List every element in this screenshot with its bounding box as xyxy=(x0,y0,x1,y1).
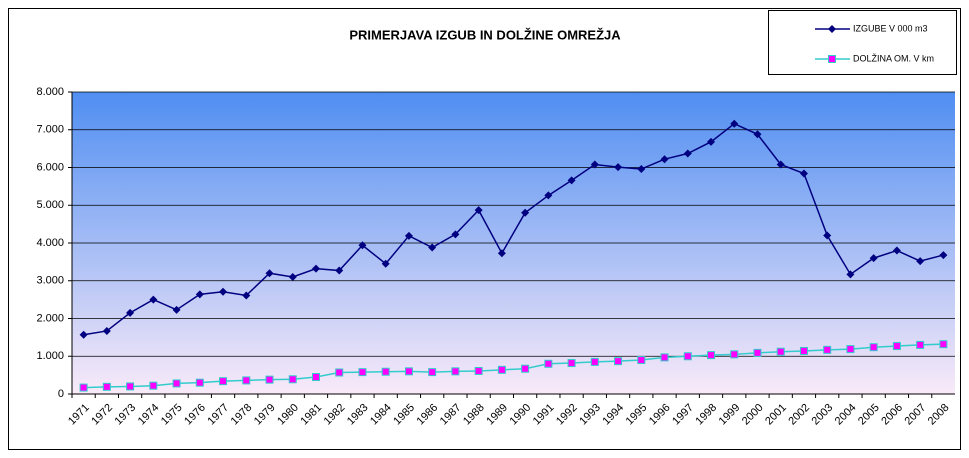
marker xyxy=(265,375,274,384)
marker xyxy=(195,378,204,387)
marker xyxy=(521,364,530,373)
marker xyxy=(265,269,274,278)
marker xyxy=(149,381,158,390)
marker xyxy=(219,377,228,386)
marker xyxy=(892,246,901,255)
marker xyxy=(869,254,878,263)
marker xyxy=(219,287,228,296)
legend-label: DOLŽINA OM. V km xyxy=(853,53,934,63)
marker xyxy=(172,305,181,314)
marker xyxy=(916,340,925,349)
marker xyxy=(683,149,692,158)
marker xyxy=(358,368,367,377)
marker xyxy=(126,308,135,317)
y-tick-label: 4.000 xyxy=(36,237,64,249)
marker xyxy=(823,345,832,354)
marker xyxy=(544,191,553,200)
marker xyxy=(544,359,553,368)
marker xyxy=(753,130,762,139)
marker xyxy=(451,230,460,239)
marker xyxy=(404,231,413,240)
marker xyxy=(381,259,390,268)
y-tick-label: 3.000 xyxy=(36,275,64,287)
marker xyxy=(799,169,808,178)
marker xyxy=(567,176,576,185)
marker xyxy=(707,351,716,360)
marker xyxy=(846,270,855,279)
marker xyxy=(637,165,646,174)
marker xyxy=(311,373,320,382)
marker xyxy=(730,350,739,359)
marker xyxy=(102,382,111,391)
marker xyxy=(776,347,785,356)
marker xyxy=(939,340,948,349)
legend-marker xyxy=(828,55,836,63)
marker xyxy=(660,353,669,362)
marker xyxy=(614,357,623,366)
marker xyxy=(707,137,716,146)
marker xyxy=(102,326,111,335)
marker xyxy=(79,330,88,339)
marker xyxy=(474,206,483,215)
marker xyxy=(311,264,320,273)
marker xyxy=(567,359,576,368)
y-tick-label: 7.000 xyxy=(36,124,64,136)
marker xyxy=(939,251,948,260)
y-tick-label: 1.000 xyxy=(36,350,64,362)
y-tick-label: 2.000 xyxy=(36,312,64,324)
legend xyxy=(768,10,957,75)
marker xyxy=(242,291,251,300)
marker xyxy=(730,119,739,128)
marker xyxy=(195,290,204,299)
y-tick-label: 5.000 xyxy=(36,199,64,211)
marker xyxy=(428,368,437,377)
marker xyxy=(335,368,344,377)
marker xyxy=(335,266,344,275)
marker xyxy=(637,356,646,365)
marker xyxy=(497,249,506,258)
series-line xyxy=(83,122,944,336)
y-tick-label: 0 xyxy=(58,388,64,400)
marker xyxy=(381,367,390,376)
marker xyxy=(869,343,878,352)
marker xyxy=(79,383,88,392)
marker xyxy=(892,342,901,351)
marker xyxy=(358,241,367,250)
marker xyxy=(614,163,623,172)
legend-marker xyxy=(828,25,836,33)
marker xyxy=(660,155,669,164)
marker xyxy=(521,208,530,217)
marker xyxy=(683,352,692,361)
marker xyxy=(126,382,135,391)
marker xyxy=(149,295,158,304)
y-tick-label: 8.000 xyxy=(36,86,64,98)
y-tick-label: 6.000 xyxy=(36,161,64,173)
marker xyxy=(428,243,437,252)
marker xyxy=(846,345,855,354)
marker xyxy=(172,379,181,388)
marker xyxy=(590,357,599,366)
legend-label: IZGUBE V 000 m3 xyxy=(853,23,928,33)
marker xyxy=(451,367,460,376)
marker xyxy=(823,231,832,240)
chart-title: PRIMERJAVA IZGUB IN DOLŽINE OMREŽJA xyxy=(349,27,621,42)
marker xyxy=(497,365,506,374)
marker xyxy=(799,346,808,355)
marker xyxy=(288,375,297,384)
marker xyxy=(288,272,297,281)
marker xyxy=(474,366,483,375)
marker xyxy=(753,348,762,357)
marker xyxy=(590,160,599,169)
marker xyxy=(916,257,925,266)
marker xyxy=(242,376,251,385)
marker xyxy=(404,367,413,376)
marker xyxy=(776,160,785,169)
